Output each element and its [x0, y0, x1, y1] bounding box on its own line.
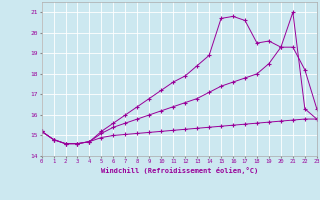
X-axis label: Windchill (Refroidissement éolien,°C): Windchill (Refroidissement éolien,°C)	[100, 167, 258, 174]
